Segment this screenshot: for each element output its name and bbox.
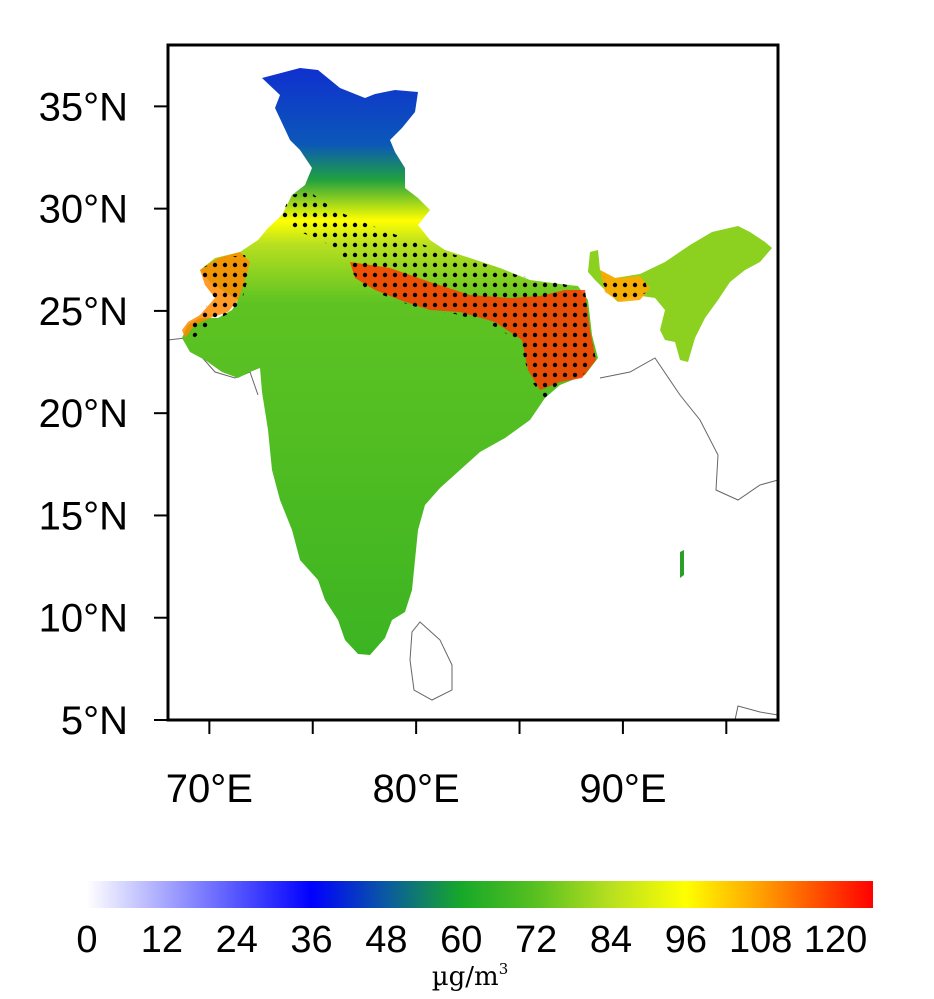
colorbar-gradient: [87, 881, 873, 908]
significance-dots-northeast: [598, 275, 648, 300]
colorbar-tick-label: 36: [290, 919, 332, 961]
colorbar-tick-label: 84: [590, 919, 632, 961]
lat-tick-label: 10°N: [39, 597, 128, 641]
colorbar-unit: µg/m3: [432, 960, 509, 992]
colorbar-tick-label: 108: [729, 919, 792, 961]
india-northeast: [588, 226, 772, 362]
colorbar-tick-label: 60: [440, 919, 482, 961]
lon-tick-label: 70°E: [166, 767, 253, 811]
lat-tick-label: 35°N: [39, 85, 128, 129]
lat-tick-label: 30°N: [39, 188, 128, 232]
plot-frame: [166, 43, 780, 722]
colorbar-labels: 0 12 24 36 48 60 72 84 96 108 120: [76, 919, 867, 961]
andaman-islands: [680, 550, 684, 578]
colorbar-tick-label: 12: [141, 919, 183, 961]
latitude-axis: 35°N 30°N 25°N 20°N 15°N 10°N 5°N: [39, 85, 168, 743]
colorbar-tick-label: 120: [804, 919, 867, 961]
colorbar-tick-label: 96: [665, 919, 707, 961]
lat-tick-label: 25°N: [39, 290, 128, 334]
significance-dots: [282, 192, 596, 398]
lat-tick-label: 15°N: [39, 494, 128, 538]
lon-tick-label: 80°E: [373, 767, 460, 811]
colorbar-unit-sup: 3: [499, 960, 509, 978]
colorbar-tick-label: 72: [515, 919, 557, 961]
colorbar-unit-base: µg/m: [432, 962, 499, 992]
colorbar-tick-label: 24: [216, 919, 258, 961]
longitude-axis: 70°E 80°E 90°E: [166, 720, 728, 811]
colorbar: 0 12 24 36 48 60 72 84 96 108 120 µg/m3: [76, 881, 873, 992]
lat-tick-label: 5°N: [61, 699, 128, 743]
colorbar-tick-label: 48: [365, 919, 407, 961]
significance-dots-west: [185, 255, 250, 340]
colorbar-tick-label: 0: [76, 919, 97, 961]
lat-tick-label: 20°N: [39, 392, 128, 436]
pm25-field: [182, 68, 772, 655]
lon-tick-label: 90°E: [579, 767, 666, 811]
